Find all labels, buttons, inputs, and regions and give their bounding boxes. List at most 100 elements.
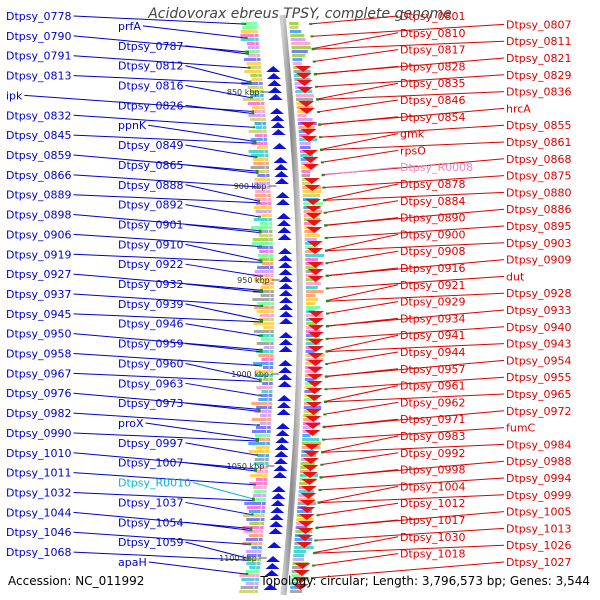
left-gene-label: Dtpsy_0888 (118, 179, 184, 192)
minus-strand-gene-arrow (293, 570, 310, 576)
minus-strand-gene-arrow (302, 164, 319, 170)
left-gene-label: Dtpsy_0812 (118, 60, 184, 73)
feature-band (296, 106, 313, 109)
plus-strand-gene-arrow (274, 451, 289, 457)
left-leader-line (73, 253, 260, 263)
plus-strand-gene-arrow (274, 444, 289, 450)
left-gene-label: Dtpsy_0816 (118, 79, 184, 92)
gene-labels: Dtpsy_0778 prfA Dtpsy_0790 Dtpsy_0787 Dtpsy_… (6, 10, 572, 569)
left-gene-label: Dtpsy_1046 (6, 526, 72, 539)
right-gene-label: Dtpsy_0875 (506, 170, 572, 183)
right-leader-line (323, 401, 399, 415)
plus-strand-gene-arrow (276, 199, 291, 205)
right-gene-label: Dtpsy_0886 (506, 203, 572, 216)
left-gene-label: apaH (118, 556, 147, 569)
gene-anchor-mark (311, 577, 315, 579)
left-gene-label: Dtpsy_0950 (6, 328, 72, 341)
right-leader-line (322, 175, 505, 189)
left-gene-label: Dtpsy_0787 (118, 40, 184, 53)
gene-anchor-mark (320, 463, 324, 466)
plus-strand-gene-arrow (278, 248, 293, 254)
plus-strand-gene-arrow (272, 143, 287, 149)
feature-band (248, 114, 266, 117)
feature-band (301, 170, 311, 173)
genome-title: Acidovorax ebreus TPSY, complete genome (148, 6, 452, 22)
feature-band (305, 278, 315, 281)
minus-strand-gene-arrow (305, 199, 322, 205)
minus-strand-gene-arrow (302, 465, 319, 471)
gene-anchor-mark (259, 245, 263, 248)
minus-strand-gene-arrow (304, 185, 321, 191)
feature-band (302, 190, 322, 193)
right-leader-line (325, 317, 399, 327)
feature-band (248, 534, 263, 537)
gene-anchor-mark (253, 142, 257, 145)
plus-strand-gene-arrow (278, 346, 293, 352)
right-gene-label: Dtpsy_0854 (400, 111, 466, 124)
gene-anchor-mark (247, 66, 251, 69)
right-gene-label: Dtpsy_0994 (506, 472, 572, 485)
right-leader-line (315, 519, 399, 529)
right-leader-line (325, 242, 505, 252)
position-tick-label: 850 kbp (227, 88, 260, 97)
plus-strand-gene-arrow (277, 220, 292, 226)
gene-anchor-mark (319, 476, 323, 479)
left-leader-line (185, 84, 251, 98)
feature-band (242, 526, 264, 529)
feature-band (255, 374, 273, 377)
feature-band (290, 582, 300, 585)
gene-anchor-mark (320, 161, 324, 164)
left-gene-label: Dtpsy_0906 (6, 228, 72, 241)
left-gene-label: Dtpsy_0919 (6, 248, 72, 261)
right-leader-line (312, 49, 399, 63)
plus-strand-gene-arrow (277, 234, 292, 240)
right-gene-label: Dtpsy_0954 (506, 354, 572, 367)
right-gene-label: Dtpsy_1012 (400, 497, 466, 510)
right-leader-line (325, 292, 505, 302)
gene-anchor-mark (258, 394, 262, 397)
feature-band (248, 510, 265, 513)
gene-anchor-mark (323, 413, 327, 416)
gene-anchor-mark (325, 350, 329, 353)
left-gene-label: Dtpsy_0826 (118, 99, 184, 112)
feature-band (296, 518, 314, 521)
minus-strand-gene-arrow (305, 206, 322, 212)
left-gene-label: Dtpsy_0927 (6, 268, 72, 281)
right-leader-line (325, 233, 399, 251)
right-leader-line (321, 435, 399, 453)
feature-band (261, 390, 273, 393)
right-gene-label: Dtpsy_0944 (400, 346, 466, 359)
left-leader-line (185, 104, 252, 114)
feature-band (297, 114, 307, 117)
plus-strand-gene-arrow (278, 304, 293, 310)
left-leader-line (73, 15, 244, 25)
feature-band (305, 358, 324, 361)
feature-band (261, 358, 274, 361)
feature-band (304, 390, 315, 393)
gene-anchor-mark (324, 224, 328, 227)
minus-strand-gene-arrow (307, 248, 324, 254)
gene-anchor-mark (258, 380, 262, 383)
right-gene-label: Dtpsy_0916 (400, 262, 466, 275)
right-leader-line (312, 553, 399, 567)
feature-band (252, 290, 274, 293)
right-leader-line (324, 217, 399, 227)
minus-strand-gene-arrow (303, 444, 320, 450)
right-gene-label: Dtpsy_0861 (506, 136, 572, 149)
feature-band (256, 342, 274, 345)
feature-band (240, 38, 259, 41)
right-leader-line (321, 443, 505, 453)
right-gene-label: Dtpsy_R0008 (400, 161, 473, 174)
right-leader-line (325, 351, 399, 365)
feature-band (254, 218, 272, 221)
right-leader-line (320, 452, 399, 466)
feature-band (256, 386, 273, 389)
feature-band (294, 78, 311, 81)
feature-band (300, 462, 315, 465)
plus-strand-gene-arrow (277, 227, 292, 233)
left-leader-line (185, 323, 260, 337)
feature-band (305, 266, 318, 269)
right-leader-line (317, 485, 399, 503)
plus-strand-gene-arrow (270, 507, 285, 513)
